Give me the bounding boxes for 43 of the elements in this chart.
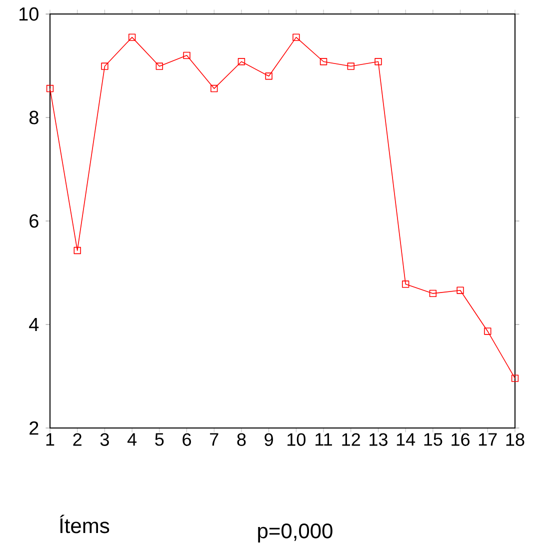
point [101, 62, 108, 70]
point [347, 62, 354, 70]
y-tick-label: 4 [29, 318, 39, 332]
point [183, 52, 190, 60]
point [128, 34, 136, 41]
point [374, 58, 382, 66]
x-tick-label: 3 [100, 433, 109, 446]
y-tick-label: 8 [29, 110, 38, 124]
x-tick-label: 16 [452, 433, 470, 446]
x-tick-label: 13 [370, 433, 388, 446]
point [484, 328, 492, 335]
point [238, 58, 246, 66]
x-tick-label: 18 [506, 433, 524, 446]
point [74, 246, 81, 254]
y-tick-label: 2 [30, 421, 38, 435]
x-tick-label: 12 [342, 433, 360, 446]
x-tick-label: 4 [127, 433, 137, 446]
x-tick-label: 14 [396, 433, 416, 446]
y-tick-label: 10 [20, 7, 38, 21]
point [402, 280, 410, 288]
y-tick-label: 6 [30, 214, 38, 228]
x-tick-label: 10 [288, 433, 306, 446]
point [156, 62, 164, 70]
x-tick-label: 1 [46, 433, 54, 446]
x-axis-title: Ítems [60, 514, 110, 534]
point [429, 290, 437, 298]
x-tick-label: 6 [182, 433, 191, 446]
x-tick-label: 11 [316, 433, 332, 446]
x-tick-label: 9 [264, 433, 273, 446]
x-tick-label: 2 [73, 433, 82, 446]
x-tick-label: 7 [210, 433, 218, 446]
point [511, 374, 519, 382]
point [210, 84, 218, 92]
point [456, 286, 464, 294]
x-tick-label: 15 [424, 433, 442, 446]
point [320, 58, 328, 66]
x-tick-label: 5 [155, 433, 164, 446]
text: p=0,000 [258, 523, 332, 543]
point [265, 72, 272, 80]
x-tick-label: 17 [478, 433, 497, 446]
point [46, 84, 54, 92]
x-tick-label: 8 [237, 433, 246, 446]
point [292, 34, 300, 41]
